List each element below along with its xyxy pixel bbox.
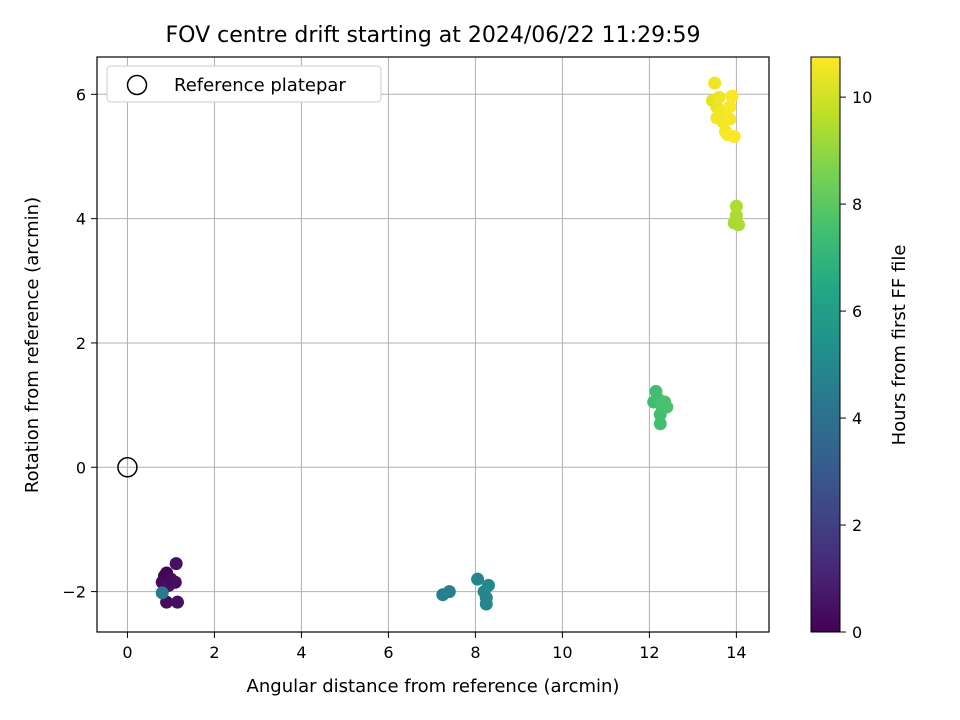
plot-area xyxy=(96,56,770,633)
legend-entry-label: Reference platepar xyxy=(174,75,346,96)
chart-title: FOV centre drift starting at 2024/06/22 … xyxy=(166,23,701,48)
y-tick-label: 2 xyxy=(76,334,86,353)
x-tick-label: 10 xyxy=(552,643,572,662)
data-point xyxy=(653,417,667,431)
data-point xyxy=(155,586,169,600)
data-point xyxy=(481,578,495,592)
colorbar-tick-label: 8 xyxy=(852,195,862,214)
data-point xyxy=(655,398,669,412)
colorbar-tick-label: 0 xyxy=(852,623,862,642)
x-tick-label: 2 xyxy=(209,643,219,662)
data-point xyxy=(471,572,485,586)
data-point xyxy=(723,112,737,126)
y-axis-ticks: −2 0 2 4 6 xyxy=(62,85,97,602)
data-point xyxy=(712,90,726,104)
colorbar: 0 2 4 6 8 10 Hours from first FF file xyxy=(810,56,910,642)
reference-platepar-marker xyxy=(117,457,138,478)
reference-marker-group xyxy=(117,457,138,478)
colorbar-tick-label: 4 xyxy=(852,409,862,428)
colorbar-tick-label: 2 xyxy=(852,516,862,535)
data-point xyxy=(725,89,739,103)
colorbar-tick-label: 10 xyxy=(852,88,872,107)
data-point xyxy=(169,557,183,571)
colorbar-gradient xyxy=(810,56,841,633)
x-tick-label: 14 xyxy=(726,643,746,662)
data-point xyxy=(170,595,184,609)
x-tick-label: 6 xyxy=(383,643,393,662)
x-tick-label: 12 xyxy=(639,643,659,662)
legend-marker-icon xyxy=(126,74,148,96)
data-points xyxy=(155,76,746,611)
data-point xyxy=(442,585,456,599)
y-tick-label: −2 xyxy=(62,583,86,602)
x-tick-label: 0 xyxy=(122,643,132,662)
x-axis-label: Angular distance from reference (arcmin) xyxy=(247,676,620,697)
y-tick-label: 0 xyxy=(76,458,86,477)
y-tick-label: 4 xyxy=(76,210,86,229)
grid-lines xyxy=(97,57,769,632)
x-tick-label: 8 xyxy=(470,643,480,662)
data-point xyxy=(729,199,743,213)
data-point xyxy=(727,130,741,144)
data-point xyxy=(479,597,493,611)
x-tick-label: 4 xyxy=(296,643,306,662)
plot-frame xyxy=(96,56,770,633)
y-axis-label: Rotation from reference (arcmin) xyxy=(22,197,43,493)
colorbar-ticks: 0 2 4 6 8 10 xyxy=(840,88,872,642)
data-point xyxy=(168,575,182,589)
data-point xyxy=(729,209,743,223)
y-tick-label: 6 xyxy=(76,85,86,104)
data-point xyxy=(708,76,722,90)
legend: Reference platepar xyxy=(106,65,382,103)
colorbar-label: Hours from first FF file xyxy=(889,245,910,446)
data-point xyxy=(723,100,737,114)
colorbar-tick-label: 6 xyxy=(852,302,862,321)
x-axis-ticks: 0 2 4 6 8 10 12 14 xyxy=(122,632,747,662)
legend-box xyxy=(106,65,382,103)
